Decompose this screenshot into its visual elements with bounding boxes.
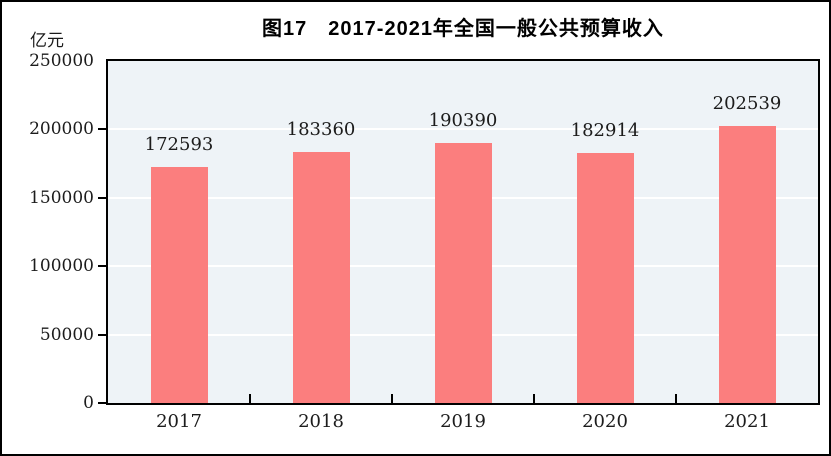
x-category-label-2017: 2017	[156, 411, 202, 432]
y-axis-tick	[98, 196, 106, 199]
x-category-label-2021: 2021	[724, 411, 770, 432]
chart-title: 图17 2017-2021年全国一般公共预算收入	[262, 18, 664, 40]
bar-2021	[718, 125, 776, 403]
bar-2019	[434, 142, 492, 403]
y-tick-label: 100000	[29, 256, 94, 277]
x-category-label-2019: 2019	[440, 411, 486, 432]
x-category-label-2018: 2018	[298, 411, 344, 432]
y-axis-unit-label: 亿元	[30, 31, 64, 51]
x-category-label-2020: 2020	[582, 411, 628, 432]
y-tick-label: 250000	[29, 51, 94, 71]
bar-2018	[292, 152, 350, 403]
y-tick-label: 50000	[39, 324, 94, 345]
y-axis-tick	[98, 333, 106, 336]
bar-2017	[150, 166, 208, 403]
bar-value-label-2018: 183360	[286, 119, 356, 141]
bar-value-label-2021: 202539	[712, 92, 782, 114]
gridline	[108, 128, 818, 131]
bar-value-label-2020: 182914	[570, 119, 640, 141]
x-axis-tick	[391, 394, 393, 403]
bar-value-label-2017: 172593	[144, 133, 214, 155]
y-axis-tick	[98, 128, 106, 131]
y-tick-label: 0	[83, 393, 94, 413]
y-tick-label: 200000	[29, 119, 94, 140]
y-axis-tick	[98, 402, 106, 404]
bar-2020	[576, 152, 634, 403]
y-tick-label: 150000	[29, 187, 94, 208]
y-axis-tick	[98, 265, 106, 268]
x-axis-tick	[249, 394, 251, 403]
bar-value-label-2019: 190390	[428, 109, 498, 131]
x-axis-tick	[533, 394, 535, 403]
x-axis-tick	[675, 394, 677, 403]
plot-area: 172593 183360 190390 182914 202539	[106, 59, 820, 405]
